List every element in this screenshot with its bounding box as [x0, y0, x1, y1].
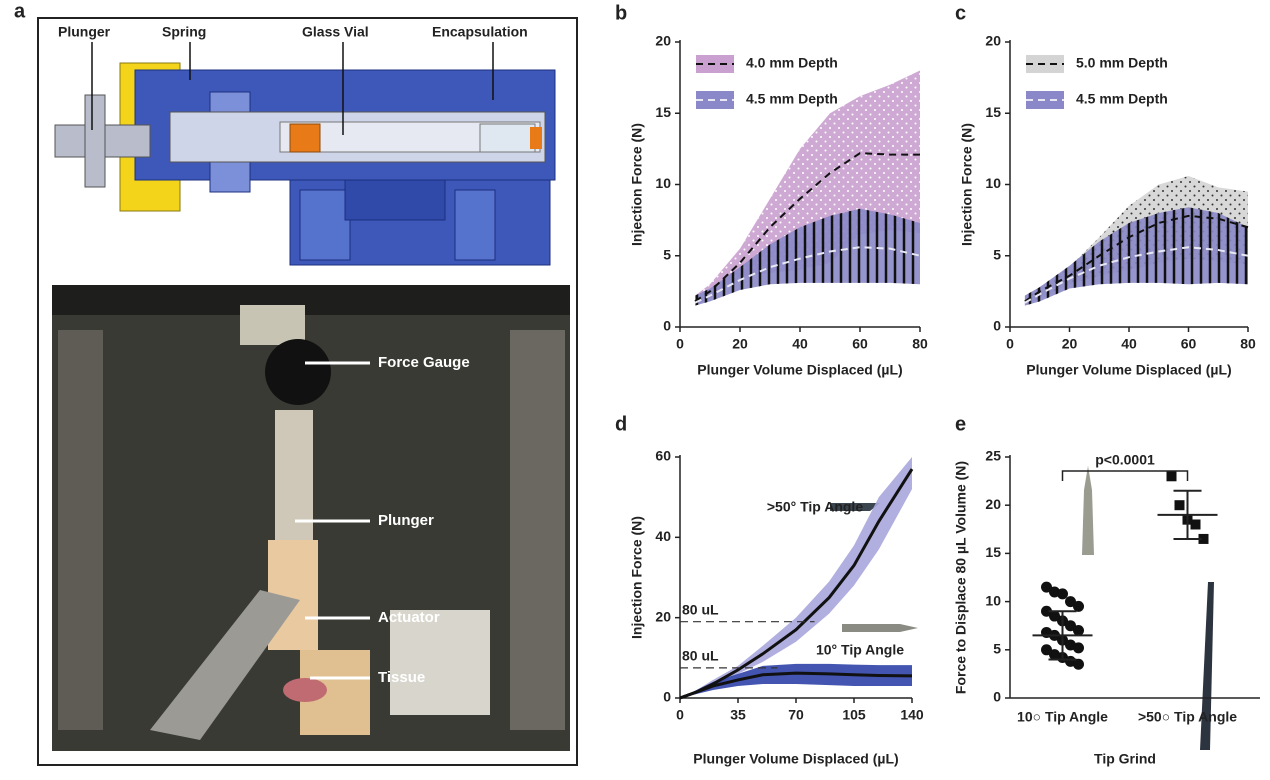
- mean-line: [1024, 246, 1249, 304]
- y-tick-label: 40: [655, 528, 671, 544]
- reference-label: 80 uL: [682, 601, 719, 617]
- panel-label: a: [14, 0, 26, 22]
- y-tick-label: 0: [993, 318, 1001, 334]
- x-tick-label: 70: [788, 707, 804, 723]
- photo: [52, 285, 570, 751]
- y-tick-label: 10: [655, 175, 671, 191]
- diagram-label: Glass Vial: [302, 24, 369, 40]
- point: [1065, 596, 1076, 608]
- legend-label: 4.0 mm Depth: [746, 55, 838, 71]
- legend-label: 4.5 mm Depth: [746, 91, 838, 107]
- y-axis-title: Injection Force (N): [629, 123, 645, 246]
- y-tick-label: 25: [985, 448, 1001, 464]
- x-tick-label: 60: [1181, 336, 1197, 352]
- x-tick-label: 80: [1240, 336, 1256, 352]
- panel-label: b: [615, 2, 627, 24]
- point: [1041, 605, 1052, 617]
- panel-label: c: [955, 2, 966, 24]
- x-tick-label: 10○ Tip Angle: [1017, 709, 1108, 725]
- y-tick-label: 20: [985, 33, 1001, 49]
- x-tick-label: 20: [732, 336, 748, 352]
- photo-label: Force Gauge: [378, 354, 470, 371]
- y-axis-title: Injection Force (N): [629, 516, 645, 639]
- x-axis-title: Plunger Volume Displaced (µL): [693, 751, 898, 767]
- legend-label: 4.5 mm Depth: [1076, 91, 1168, 107]
- photo-label: Plunger: [378, 512, 434, 529]
- x-axis-title: Plunger Volume Displaced (µL): [1026, 362, 1231, 378]
- series-label: 10° Tip Angle: [816, 642, 904, 658]
- legend-label: 5.0 mm Depth: [1076, 55, 1168, 71]
- y-tick-label: 15: [985, 104, 1001, 120]
- panel-label: e: [955, 413, 966, 435]
- significance-label: p<0.0001: [1095, 452, 1155, 468]
- point: [1041, 581, 1052, 593]
- point: [1073, 600, 1084, 612]
- mean-line: [694, 152, 920, 303]
- y-tick-label: 60: [655, 448, 671, 464]
- x-tick-label: 40: [1121, 336, 1137, 352]
- mean-line: [679, 671, 913, 700]
- y-tick-label: 20: [655, 33, 671, 49]
- y-axis-title: Force to Displace 80 µL Volume (N): [953, 461, 969, 694]
- x-tick-label: 0: [676, 336, 684, 352]
- point: [1190, 519, 1201, 530]
- photo-label: Actuator: [378, 609, 440, 626]
- mean-line: [694, 246, 921, 304]
- y-tick-label: 5: [663, 246, 671, 262]
- y-tick-label: 10: [985, 175, 1001, 191]
- y-tick-label: 20: [655, 608, 671, 624]
- panel-frame: [37, 17, 578, 766]
- point: [1057, 588, 1068, 600]
- y-tick-label: 15: [985, 544, 1001, 560]
- diagram-label: Encapsulation: [432, 24, 528, 40]
- point: [1073, 642, 1084, 654]
- band-pattern: [695, 70, 920, 306]
- device-drawing: [54, 62, 556, 266]
- point: [1041, 644, 1052, 656]
- y-tick-label: 0: [663, 689, 671, 705]
- x-tick-label: 0: [676, 707, 684, 723]
- panel-label: d: [615, 413, 627, 435]
- y-tick-label: 5: [993, 246, 1001, 262]
- needle-pictures: [830, 466, 1214, 750]
- significance-bracket: [1061, 470, 1189, 481]
- point: [1174, 500, 1185, 511]
- band: [680, 663, 912, 698]
- point: [1065, 620, 1076, 632]
- reference-label: 80 uL: [682, 648, 719, 664]
- point: [1049, 610, 1060, 622]
- x-tick-label: 20: [1062, 336, 1078, 352]
- x-tick-label: 140: [900, 707, 924, 723]
- y-tick-label: 5: [993, 641, 1001, 657]
- x-axis-title: Plunger Volume Displaced (µL): [697, 362, 902, 378]
- photo-leaders: [295, 361, 370, 680]
- x-tick-label: 0: [1006, 336, 1014, 352]
- point: [1198, 533, 1209, 544]
- x-tick-label: 40: [792, 336, 808, 352]
- x-tick-label: 105: [842, 707, 866, 723]
- y-axis-title: Injection Force (N): [959, 123, 975, 246]
- mean-line: [1024, 214, 1249, 303]
- x-tick-label: 80: [912, 336, 928, 352]
- y-tick-label: 20: [985, 496, 1001, 512]
- x-tick-label: 35: [730, 707, 746, 723]
- photo-label: Tissue: [378, 669, 425, 686]
- series-label: >50° Tip Angle: [767, 499, 863, 515]
- point: [1073, 625, 1084, 637]
- point: [1166, 471, 1177, 482]
- diagram-leaders: [91, 42, 494, 135]
- y-tick-label: 0: [663, 318, 671, 334]
- point: [1073, 658, 1084, 670]
- y-tick-label: 15: [655, 104, 671, 120]
- y-tick-label: 0: [993, 689, 1001, 705]
- y-tick-label: 10: [985, 592, 1001, 608]
- x-tick-label: 60: [852, 336, 868, 352]
- x-axis-title: Tip Grind: [1094, 751, 1156, 767]
- x-tick-label: >50○ Tip Angle: [1138, 709, 1237, 725]
- diagram-label: Plunger: [58, 24, 111, 40]
- diagram-label: Spring: [162, 24, 206, 40]
